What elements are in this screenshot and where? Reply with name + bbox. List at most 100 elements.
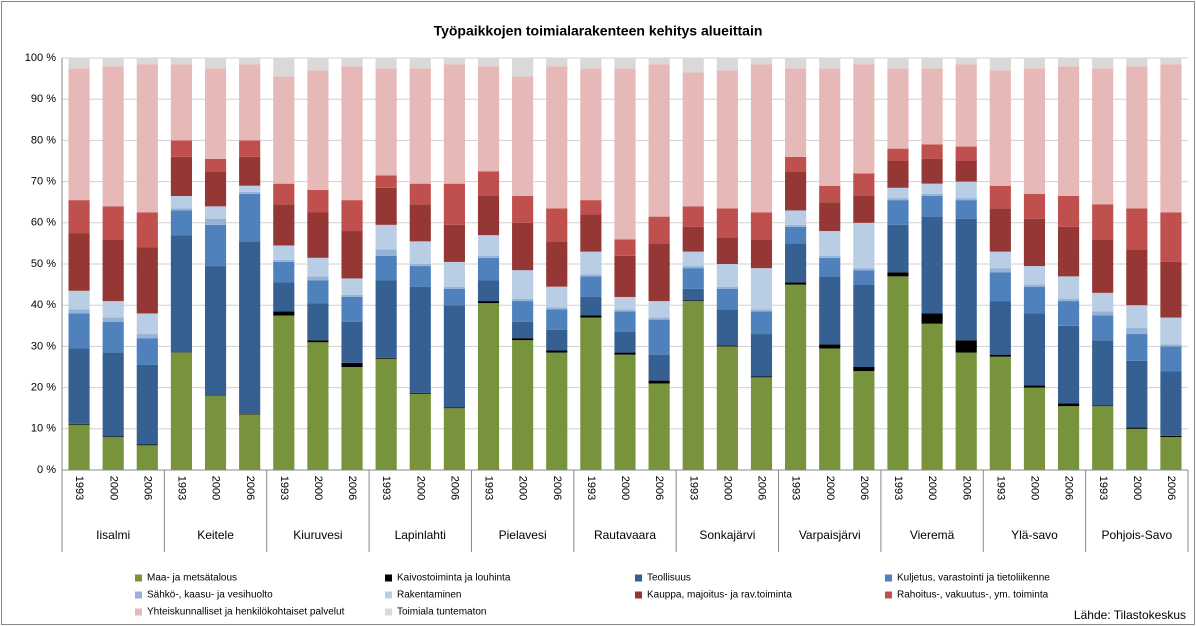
bar-segment <box>750 64 773 213</box>
bar-segment <box>273 76 295 184</box>
bar-segment <box>648 301 670 318</box>
bar-segment <box>716 237 738 264</box>
x-tick-label: 2000 <box>210 476 222 500</box>
bar-segment <box>409 286 431 393</box>
bar-segment <box>443 305 465 408</box>
bar-segment <box>1126 428 1148 470</box>
bar-segment <box>819 58 841 69</box>
bar-segment <box>102 321 124 353</box>
bar-segment <box>1092 315 1114 341</box>
bar-segment <box>273 261 295 283</box>
bar-segment <box>477 196 500 236</box>
legend-label: Kauppa, majoitus- ja rav.toiminta <box>647 590 792 601</box>
bar-segment <box>989 356 1011 470</box>
bar-segment <box>136 364 158 445</box>
bar-segment <box>955 64 977 147</box>
bar-segment <box>546 241 568 287</box>
legend-swatch <box>385 591 392 599</box>
bar-segment <box>921 58 943 69</box>
bar-segment <box>273 311 295 316</box>
bar-segment <box>375 175 397 188</box>
bar-segment <box>921 196 943 217</box>
bar-segment <box>341 321 363 363</box>
bar-segment <box>443 288 465 306</box>
bar-segment <box>580 68 602 201</box>
bar-segment <box>273 58 295 77</box>
y-tick-label: 20 % <box>31 382 56 394</box>
bar-segment <box>477 66 500 172</box>
bar-segment <box>1023 385 1046 388</box>
bar-segment <box>273 183 295 205</box>
bar-segment <box>921 158 943 184</box>
bar-segment <box>136 334 158 339</box>
bar-segment <box>853 222 875 269</box>
bar-segment <box>614 311 636 332</box>
legend-swatch <box>385 608 392 616</box>
bar-segment <box>512 222 534 271</box>
bar-segment <box>102 352 124 437</box>
bar-segment <box>853 173 875 197</box>
bar-segment <box>1023 387 1046 470</box>
bar-segment <box>341 362 363 367</box>
bar-segment <box>512 321 534 339</box>
bar-segment <box>341 367 363 470</box>
bar-segment <box>1160 344 1182 347</box>
bar-segment <box>955 218 977 341</box>
bar-segment <box>785 282 807 285</box>
bar-segment <box>785 243 807 283</box>
x-tick-label: 2006 <box>551 476 563 500</box>
bar-segment <box>785 156 807 172</box>
bar-segment <box>1023 266 1046 285</box>
bar-segment <box>1023 58 1046 69</box>
bar-segment <box>204 266 227 396</box>
x-tick-label: 2000 <box>1131 476 1143 500</box>
bar-segment <box>750 58 773 65</box>
bar-segment <box>1023 284 1046 287</box>
x-tick-label: 2000 <box>414 476 426 500</box>
bar-segment <box>921 144 943 159</box>
bar-segment <box>682 206 704 227</box>
bar-segment <box>580 296 602 316</box>
bar-segment <box>819 231 841 256</box>
group-label: Ylä-savo <box>1011 528 1058 542</box>
bar-segment <box>682 288 704 301</box>
bar-segment <box>682 251 704 267</box>
bar-segment <box>955 340 977 353</box>
x-tick-label: 2006 <box>960 476 972 500</box>
bar-segment <box>580 58 602 69</box>
bar-segment <box>307 257 329 277</box>
bar-segment <box>1092 406 1114 470</box>
bar-segment <box>750 311 773 335</box>
bar-segment <box>750 377 773 470</box>
bar-segment <box>1126 305 1148 328</box>
bar-segment <box>443 64 465 184</box>
bar-segment <box>580 214 602 252</box>
bar-segment <box>1092 311 1114 316</box>
bar-segment <box>1057 403 1080 407</box>
bar-segment <box>546 286 568 308</box>
bar-segment <box>989 70 1011 186</box>
bar-segment <box>750 309 773 312</box>
bar-segment <box>750 268 773 310</box>
bar-segment <box>989 208 1011 252</box>
bar-segment <box>955 58 977 65</box>
x-tick-label: 1993 <box>483 476 495 500</box>
bar-segment <box>273 282 295 312</box>
bar-segment <box>512 270 534 300</box>
bar-segment <box>170 210 193 236</box>
x-tick-label: 2006 <box>346 476 358 500</box>
bar-segment <box>546 58 568 67</box>
bar-segment <box>68 233 90 291</box>
bar-segment <box>477 58 500 67</box>
bar-segment <box>921 193 943 197</box>
bar-segment <box>887 187 909 199</box>
bar-segment <box>614 58 636 69</box>
x-tick-label: 2000 <box>312 476 324 500</box>
group-label: Rautavaara <box>594 528 656 542</box>
bar-segment <box>102 58 124 67</box>
bar-segment <box>409 392 431 394</box>
bar-segment <box>477 257 500 281</box>
bar-segment <box>614 239 636 256</box>
legend-label: Kaivostoiminta ja louhinta <box>397 573 511 584</box>
